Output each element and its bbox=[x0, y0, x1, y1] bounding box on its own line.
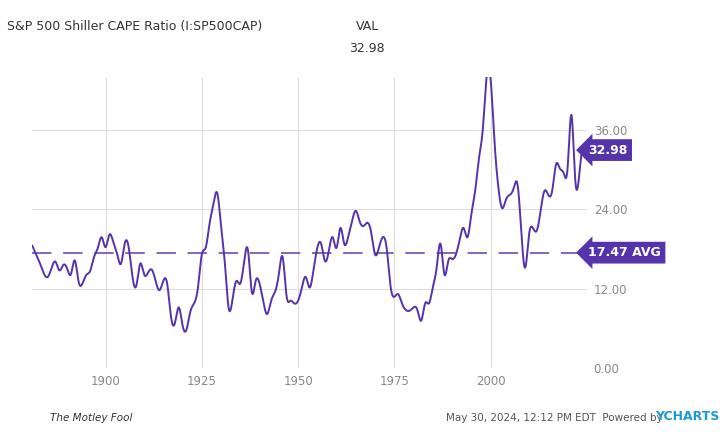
Text: VAL: VAL bbox=[356, 20, 379, 33]
Text: YCHARTS: YCHARTS bbox=[655, 411, 719, 423]
Text: The Motley Fool: The Motley Fool bbox=[50, 413, 132, 423]
Text: S&P 500 Shiller CAPE Ratio (I:SP500CAP): S&P 500 Shiller CAPE Ratio (I:SP500CAP) bbox=[7, 20, 263, 33]
Text: 32.98: 32.98 bbox=[349, 42, 385, 55]
Text: 17.47 AVG: 17.47 AVG bbox=[588, 246, 661, 259]
Text: 32.98: 32.98 bbox=[588, 144, 628, 157]
Text: May 30, 2024, 12:12 PM EDT  Powered by: May 30, 2024, 12:12 PM EDT Powered by bbox=[446, 413, 666, 423]
